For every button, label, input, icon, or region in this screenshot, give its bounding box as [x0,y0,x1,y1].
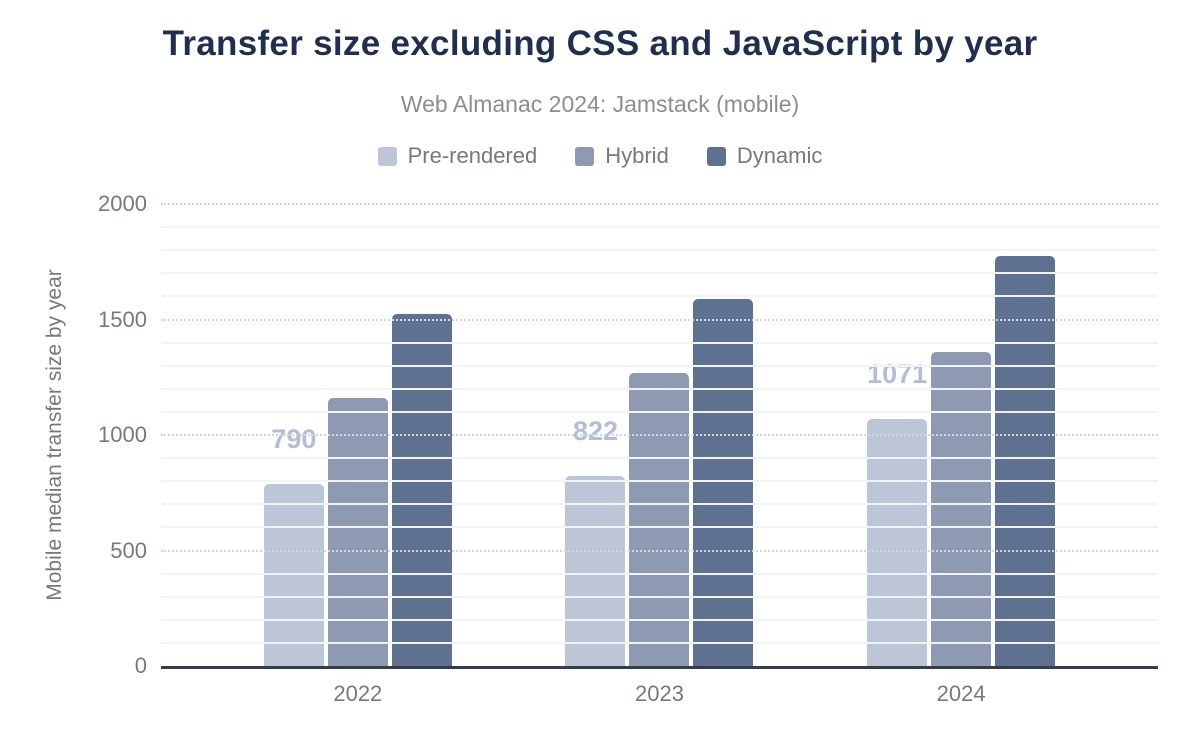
legend: Pre-rendered Hybrid Dynamic [0,143,1200,169]
legend-label: Hybrid [605,143,669,168]
major-gridline [161,203,1158,205]
major-gridline [161,318,1158,321]
y-tick-label: 1000 [98,422,147,447]
legend-swatch-icon [377,146,397,166]
bar-dynamic-2023 [693,298,754,666]
bar-hybrid-2024 [931,351,992,666]
y-axis-title: Mobile median transfer size by year [43,269,66,601]
minor-gridline [161,595,1158,598]
minor-gridline [161,480,1158,483]
minor-gridline [161,295,1158,298]
minor-gridline [161,641,1158,644]
x-tick-label-2022: 2022 [333,681,383,706]
minor-gridline [161,341,1158,344]
bar-value-label: 1071 [867,358,928,389]
y-tick-label: 1500 [98,306,147,332]
minor-gridline [161,572,1158,575]
y-tick-label: 500 [110,537,147,563]
minor-gridline [161,457,1158,460]
bar-hybrid-2022 [327,398,388,666]
x-tick-label-2023: 2023 [635,681,684,706]
legend-item-dynamic: Dynamic [706,143,823,169]
minor-gridline [161,526,1158,529]
chart-title: Transfer size excluding CSS and JavaScri… [162,24,1038,63]
bar-group-2022: 790 2022 [263,204,452,706]
major-gridline [161,549,1158,552]
bar-hybrid-2023 [629,372,690,666]
legend-label: Dynamic [736,143,823,168]
legend-item-pre-rendered: Pre-rendered [377,143,538,169]
minor-gridline [161,249,1158,252]
minor-gridline [161,272,1158,275]
legend-label: Pre-rendered [407,143,538,168]
y-tick-label: 2000 [98,191,147,216]
chart-subtitle: Web Almanac 2024: Jamstack (mobile) [400,91,800,117]
y-tick-label: 0 [134,653,147,678]
bar-pre-rendered-2022 [263,483,324,666]
minor-gridline [161,364,1158,367]
bar-value-label: 822 [572,416,619,447]
plot-area: Mobile median transfer size by year 790 2… [43,191,1158,706]
minor-gridline [161,618,1158,621]
legend-swatch-icon [575,146,595,166]
bar-pre-rendered-2024 [867,418,928,666]
major-gridline [161,434,1158,436]
legend-item-hybrid: Hybrid [575,143,669,169]
bar-dynamic-2022 [391,313,452,666]
bar-group-2023: 822 2023 [565,204,754,706]
minor-gridline [161,410,1158,413]
x-tick-label-2024: 2024 [936,681,986,706]
bar-dynamic-2024 [995,255,1056,666]
minor-gridline [161,226,1158,229]
minor-gridline [161,503,1158,506]
bar-pre-rendered-2023 [565,476,626,666]
legend-swatch-icon [706,146,726,166]
minor-gridline [161,387,1158,390]
bar-value-label: 790 [271,423,317,454]
